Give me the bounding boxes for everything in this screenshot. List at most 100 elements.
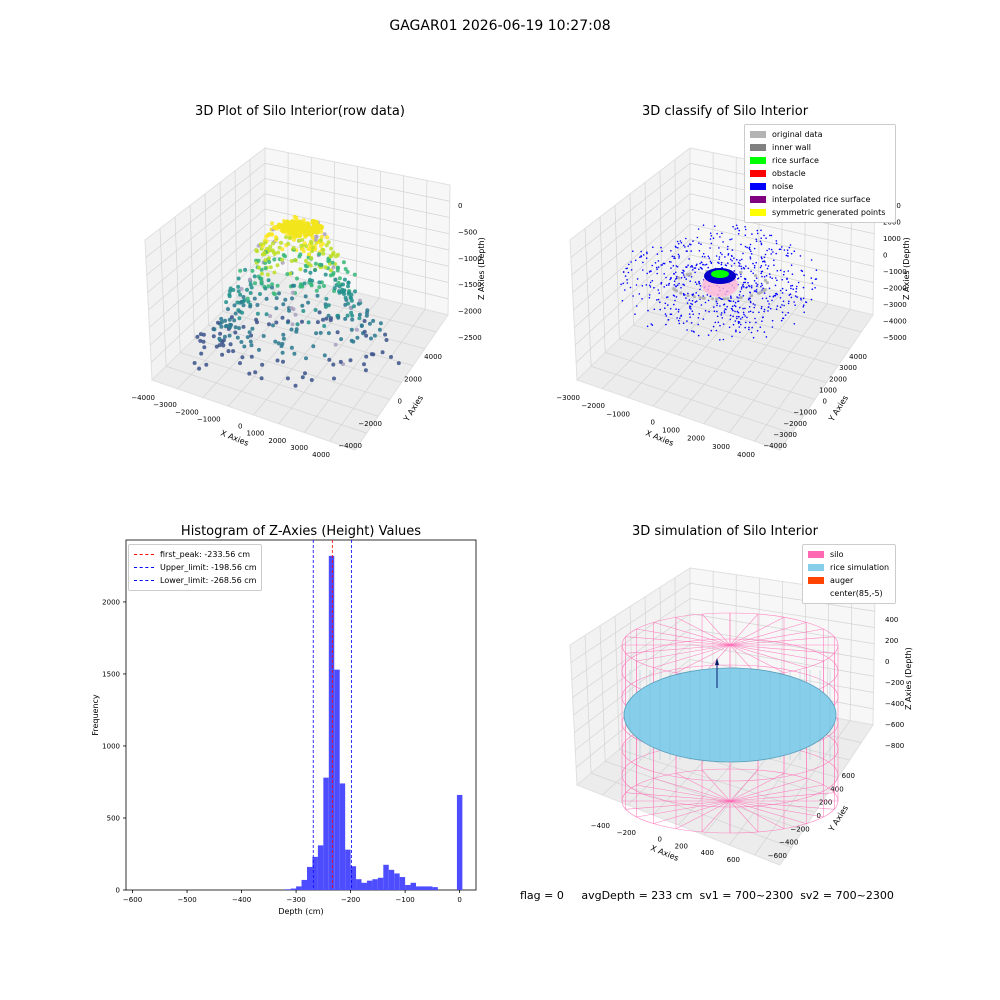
sim-ztick-label: 0 xyxy=(885,658,889,666)
x-tick-label: −600 xyxy=(123,896,142,904)
legend-swatch xyxy=(808,590,824,597)
raw-ytick-label: 4000 xyxy=(424,353,442,361)
histogram-chart: −600 −500 −400 −300 −200 −100 0 0 500 1000 1500 200… xyxy=(91,539,477,916)
raw-ytick-label: 2000 xyxy=(404,375,422,383)
histogram-bar xyxy=(356,879,362,890)
simulation-3d-plot: −400 −200 0 200 400 600 −600 −400 −200 0 200 400 600… xyxy=(569,567,913,866)
y-tick-label: 500 xyxy=(107,814,120,822)
histogram-bar xyxy=(421,886,427,890)
sim-xtick-label: 600 xyxy=(727,856,740,864)
cls-ztick-label: 0 xyxy=(883,252,887,260)
histogram-bar xyxy=(296,886,302,890)
histogram-bar xyxy=(312,856,318,890)
y-tick-label: 2000 xyxy=(102,598,120,606)
sim-xtick-label: 400 xyxy=(701,849,714,857)
legend-entry: auger xyxy=(808,574,890,587)
sim-ztick-label: −400 xyxy=(885,700,904,708)
sim-xtick-label: −200 xyxy=(617,829,636,837)
cls-xtick-label: 4000 xyxy=(737,451,755,459)
x-tick-label: −100 xyxy=(396,896,415,904)
y-tick-label: 0 xyxy=(116,887,120,895)
raw-xaxis-label: X Axies xyxy=(219,429,250,448)
raw-ytick-label: 0 xyxy=(398,398,402,406)
sim-yaxis-label: Y Axies xyxy=(827,804,851,834)
legend-swatch xyxy=(808,564,824,571)
legend-label: Lower_limit: -268.56 cm xyxy=(160,576,257,585)
legend-label: first_peak: -233.56 cm xyxy=(160,550,251,559)
legend-entry: inner wall xyxy=(750,141,890,154)
legend-swatch xyxy=(750,144,766,151)
raw-ztick-label: −2000 xyxy=(458,308,482,316)
legend-label: inner wall xyxy=(772,143,812,152)
cls-zaxis-label: Z Axies (Depth) xyxy=(902,237,911,300)
legend-line xyxy=(134,567,154,568)
figure-title: GAGAR01 2026-06-19 10:27:08 xyxy=(389,18,611,34)
legend-entry: symmetric generated points xyxy=(750,206,890,219)
raw-yaxis-label: Y Axies xyxy=(402,394,426,424)
sim-ztick-label: −200 xyxy=(885,679,904,687)
histogram-bar xyxy=(328,555,335,890)
x-tick-label: −400 xyxy=(232,896,251,904)
legend-label: original data xyxy=(772,130,823,139)
legend-label: interpolated rice surface xyxy=(772,195,871,204)
histogram-bar xyxy=(366,880,373,890)
raw-xtick-label: −4000 xyxy=(131,394,155,402)
histogram-bar xyxy=(410,882,417,890)
cls-xtick-label: 3000 xyxy=(712,443,730,451)
raw-3d-plot: −4000−3000−2000−100001000200030004000−40… xyxy=(131,146,486,459)
cls-ztick-label: −1000 xyxy=(883,268,907,276)
histogram-bar xyxy=(388,869,395,890)
histogram-bar xyxy=(323,777,329,890)
sim-xtick-label: 0 xyxy=(658,836,662,844)
legend-entry: rice simulation xyxy=(808,561,890,574)
histogram-bar xyxy=(372,879,378,890)
histogram-bar xyxy=(426,886,433,890)
raw-xtick-label: 1000 xyxy=(247,430,265,438)
legend-swatch xyxy=(750,131,766,138)
histogram-bar xyxy=(394,873,400,890)
raw-zaxis-label: Z Axies (Depth) xyxy=(477,237,486,300)
legend-swatch xyxy=(750,183,766,190)
histogram-bar xyxy=(350,866,357,890)
histogram-bar xyxy=(432,887,438,890)
legend-label: symmetric generated points xyxy=(772,208,886,217)
cls-ytick-label: 0 xyxy=(823,398,827,406)
cls-xtick-label: −2000 xyxy=(581,402,605,410)
histogram-bar xyxy=(301,879,307,890)
legend-entry: noise xyxy=(750,180,890,193)
histogram-bar xyxy=(399,877,406,890)
raw-point-cloud xyxy=(192,214,401,388)
cls-ytick-label: −2000 xyxy=(783,420,807,428)
raw-ztick-label: −500 xyxy=(458,228,477,236)
y-tick-label: 1500 xyxy=(102,670,120,678)
cls-ztick-label: −2000 xyxy=(883,285,907,293)
legend-label: Upper_limit: -198.56 cm xyxy=(160,563,257,572)
rice-surface-region xyxy=(711,270,729,278)
raw-xtick-label: 2000 xyxy=(268,437,286,445)
y-tick-label: 1000 xyxy=(102,742,120,750)
legend-entry: original data xyxy=(750,128,890,141)
legend-entry: first_peak: -233.56 cm xyxy=(134,548,256,561)
histogram-plot-area xyxy=(125,539,477,891)
raw-ytick-label: −4000 xyxy=(338,442,362,450)
legend-entry: center(85,-5) xyxy=(808,587,890,600)
legend-label: rice simulation xyxy=(830,563,890,572)
cls-ytick-label: 1000 xyxy=(819,386,837,394)
histogram-bar xyxy=(361,882,367,890)
raw-ztick-label: −2500 xyxy=(458,334,482,342)
raw-xtick-label: −1000 xyxy=(197,415,221,423)
sim-ytick-label: −200 xyxy=(790,825,809,833)
legend-label: silo xyxy=(830,550,844,559)
legend-entry: obstacle xyxy=(750,167,890,180)
raw-ytick-label: −2000 xyxy=(358,420,382,428)
legend-swatch xyxy=(808,551,824,558)
legend-swatch xyxy=(750,209,766,216)
histogram-bar xyxy=(377,877,384,890)
simulation-legend: silo rice simulation auger center(85,-5) xyxy=(802,544,896,604)
histogram-bar xyxy=(456,794,463,890)
histogram-legend: first_peak: -233.56 cm Upper_limit: -198.… xyxy=(128,544,262,591)
legend-label: obstacle xyxy=(772,169,806,178)
legend-swatch xyxy=(750,170,766,177)
sim-xtick-label: −400 xyxy=(591,822,610,830)
histogram-bar xyxy=(345,849,351,890)
